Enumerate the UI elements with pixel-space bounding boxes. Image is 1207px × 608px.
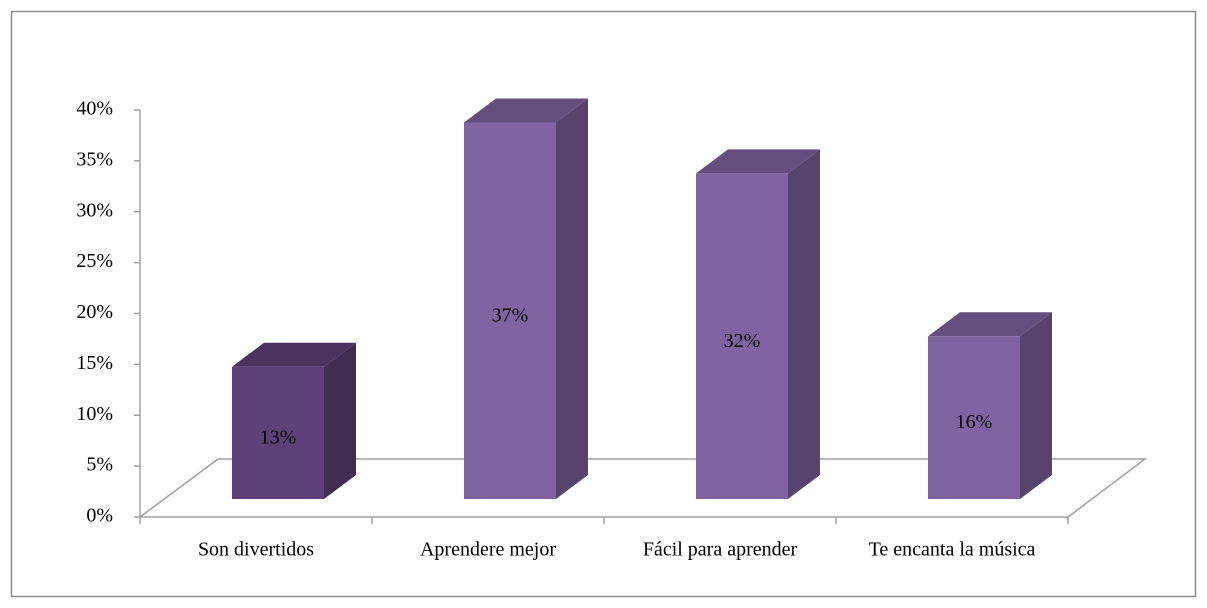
bar-top	[928, 312, 1052, 337]
bar-side	[324, 342, 356, 499]
bar	[928, 336, 1020, 499]
y-tick-label: 10%	[76, 403, 113, 425]
value-label: 37%	[492, 304, 529, 326]
y-tick-label: 40%	[76, 98, 113, 120]
y-tick-label: 0%	[86, 505, 113, 527]
bar-side	[556, 98, 588, 500]
x-tick-label: Te encanta la música	[869, 539, 1036, 561]
bar-top	[696, 149, 820, 174]
bar-side	[788, 149, 820, 499]
value-label: 13%	[260, 426, 297, 448]
x-tick-label: Son divertidos	[198, 539, 314, 561]
bar	[464, 122, 556, 500]
bar-side	[1020, 312, 1052, 499]
x-tick-label: Fácil para aprender	[643, 539, 798, 561]
value-label: 16%	[956, 411, 993, 433]
bar-top	[232, 342, 356, 367]
bar	[232, 366, 324, 499]
bar	[696, 173, 788, 499]
y-tick-label: 15%	[76, 352, 113, 374]
x-tick-label: Aprendere mejor	[420, 539, 556, 561]
floor	[139, 458, 1148, 518]
bar-top	[464, 98, 588, 123]
y-tick-label: 30%	[76, 199, 113, 221]
y-tick-label: 20%	[76, 301, 113, 323]
y-tick-label: 25%	[76, 250, 113, 272]
chart-border	[10, 10, 1197, 598]
value-label: 32%	[724, 330, 761, 352]
y-tick-label: 35%	[76, 148, 113, 170]
y-tick-label: 5%	[86, 454, 113, 476]
